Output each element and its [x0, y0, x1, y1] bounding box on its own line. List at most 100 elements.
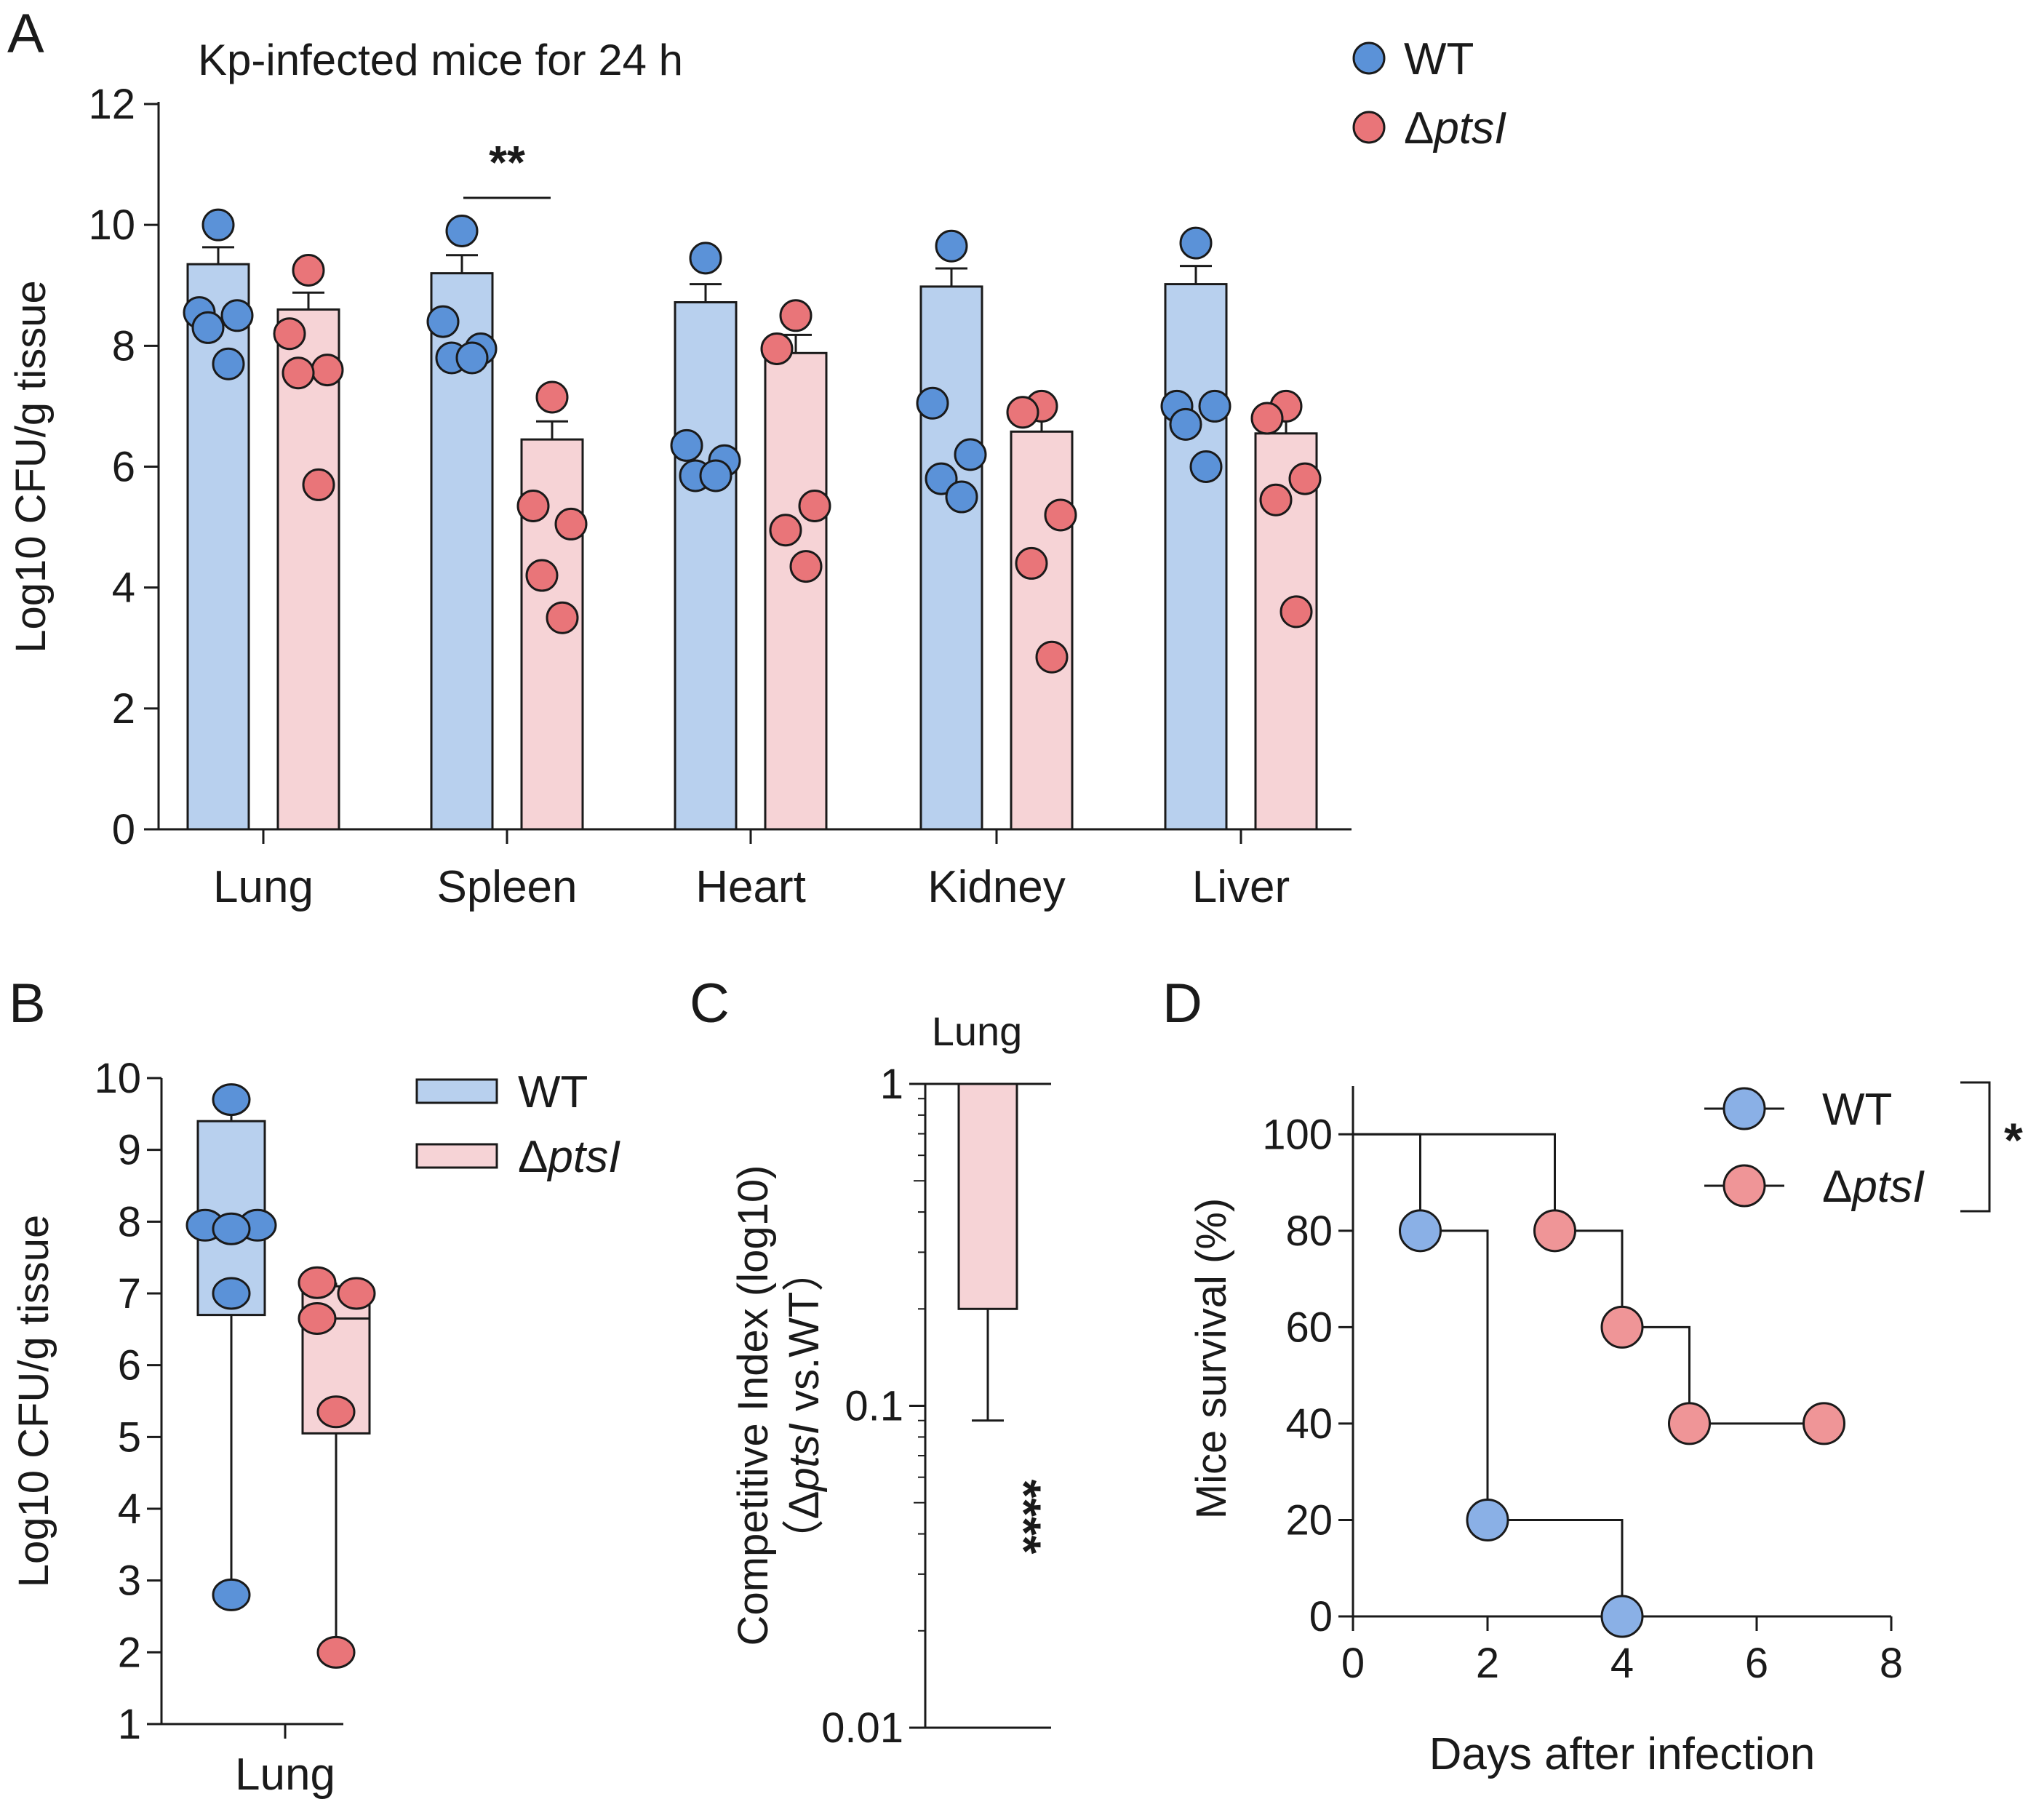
y-tick-label: 2: [112, 685, 135, 733]
panel-b-box-plot: 1 2 3 4 5 6 7 8 9 10 Lung Log10 CFU/g tissue WT ΔptsI: [10, 1055, 620, 1800]
survival-line: [1353, 1133, 1624, 1616]
data-point: [302, 468, 335, 501]
data-point: [1288, 462, 1322, 495]
panel-label-A: A: [7, 3, 44, 65]
x-tick-label: 4: [1610, 1640, 1634, 1687]
data-point: [445, 214, 479, 247]
panel-c-competitive-index: Lung 0.01 0.1 1 **** Competitive Index (log10…: [730, 1008, 1051, 1752]
legend-label-mut-italic: ptsI: [546, 1132, 620, 1182]
data-point: [212, 1277, 251, 1310]
y-tick-label: 12: [88, 81, 135, 128]
data-point: [316, 1395, 356, 1429]
y-tick-label: 6: [118, 1342, 141, 1389]
data-point: [554, 507, 588, 540]
data-point: [916, 386, 949, 420]
data-point: [935, 229, 968, 263]
data-point: [535, 380, 569, 414]
legend-swatch-wt: [415, 1078, 498, 1104]
data-point: [1259, 483, 1293, 516]
legend-label-wt: WT: [518, 1067, 588, 1117]
data-point: [1006, 396, 1039, 429]
legend-label-mut-prefix: Δ: [1822, 1162, 1852, 1212]
data-point: [220, 299, 254, 332]
y-tick-label: 100: [1262, 1111, 1333, 1158]
y-tick-label: 0: [112, 806, 135, 853]
legend-label-mut-prefix: Δ: [518, 1132, 548, 1182]
bar: [276, 308, 340, 831]
data-point: [760, 332, 794, 365]
bar: [1164, 283, 1228, 831]
data-point: [546, 601, 579, 634]
legend-label-mut: ΔptsI: [518, 1132, 620, 1182]
chart-title: Lung: [932, 1008, 1023, 1054]
y-tick-label: 9: [118, 1127, 141, 1174]
data-point: [426, 305, 460, 338]
x-tick-label: 6: [1745, 1640, 1768, 1687]
data-point: [1179, 226, 1213, 260]
data-point: [789, 550, 823, 583]
panel-label-D: D: [1162, 973, 1202, 1034]
survival-marker: [1803, 1402, 1845, 1445]
y-tick-label: 0.1: [845, 1383, 903, 1430]
bar: [1010, 430, 1074, 831]
y-tick-label: 1: [118, 1701, 141, 1748]
legend-label-mut: ΔptsI: [1404, 103, 1506, 153]
chart-title: Kp-infected mice for 24 h: [198, 36, 683, 84]
data-point: [455, 341, 489, 375]
y-tick-label: 7: [118, 1270, 141, 1317]
category-label: Lung: [213, 862, 314, 912]
bar: [764, 351, 828, 831]
bar: [674, 301, 738, 831]
y-tick-label: 1: [880, 1061, 903, 1108]
y-tick-label: 0: [1309, 1593, 1333, 1640]
survival-marker: [1600, 1595, 1644, 1638]
y-tick-label: 80: [1285, 1208, 1333, 1255]
data-point: [769, 514, 802, 547]
survival-marker: [1600, 1305, 1644, 1349]
data-point: [1044, 498, 1077, 532]
data-point: [298, 1266, 337, 1299]
data-point: [191, 311, 225, 344]
data-point: [1015, 546, 1048, 580]
data-point: [689, 242, 722, 275]
y-axis-label-2-italic: ptsI: [781, 1423, 828, 1493]
category-label: Heart: [695, 862, 806, 912]
data-point: [282, 356, 315, 390]
legend-swatch-mut: [415, 1143, 498, 1169]
survival-marker: [1466, 1498, 1509, 1541]
data-point: [925, 462, 958, 495]
legend-label-wt: WT: [1404, 34, 1474, 84]
significance-label: *: [2004, 1113, 2023, 1167]
y-tick-label: 10: [94, 1055, 141, 1102]
data-point: [516, 490, 550, 523]
data-point: [670, 428, 703, 462]
x-tick-label: 8: [1880, 1640, 1903, 1687]
data-point: [337, 1277, 376, 1310]
y-tick-label: 40: [1285, 1400, 1333, 1448]
data-point: [779, 299, 813, 332]
legend-marker-wt: [1352, 41, 1386, 75]
category-label: Liver: [1192, 862, 1290, 912]
y-tick-label: 60: [1285, 1304, 1333, 1351]
bar: [957, 1082, 1018, 1310]
legend-label-mut: ΔptsI: [1822, 1162, 1925, 1212]
significance-bracket: [1960, 1081, 1991, 1213]
y-tick-label: 8: [112, 322, 135, 370]
data-point: [212, 347, 245, 380]
survival-marker: [1533, 1209, 1576, 1253]
data-point: [212, 1083, 251, 1117]
data-point: [212, 1578, 251, 1611]
category-label: Spleen: [436, 862, 577, 912]
x-axis-label: Days after infection: [1429, 1729, 1816, 1779]
category-label: Lung: [235, 1750, 335, 1800]
x-tick-label: 2: [1476, 1640, 1499, 1687]
data-point: [298, 1302, 337, 1336]
y-tick-label: 8: [118, 1198, 141, 1245]
data-point: [798, 490, 831, 523]
data-point: [1250, 402, 1284, 435]
category-label: Kidney: [927, 862, 1066, 912]
y-tick-label: 4: [118, 1485, 141, 1533]
panel-label-C: C: [690, 973, 730, 1034]
y-tick-label: 10: [88, 202, 135, 249]
data-point: [1198, 389, 1231, 423]
